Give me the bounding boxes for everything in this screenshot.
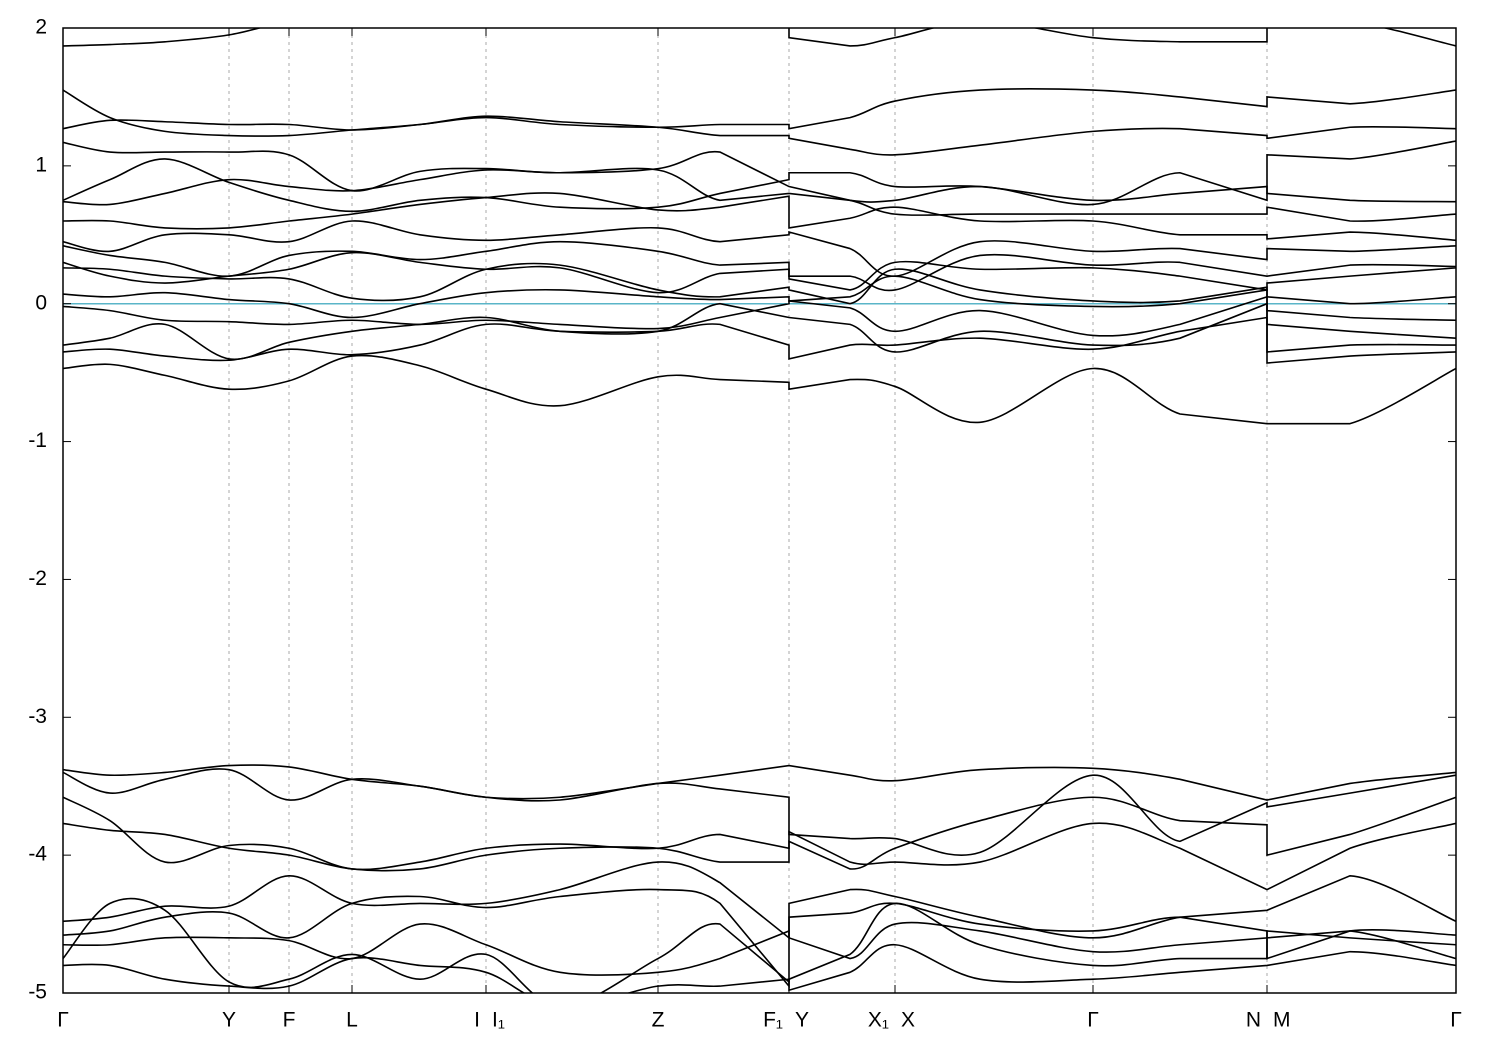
x-tick-label: X₁ bbox=[868, 1009, 889, 1032]
axes: -5 -4 -3 -2 -1 0 1 2 Γ Y F L I I₁ Z F₁ Y X₁ X Γ N M Γ bbox=[28, 16, 1461, 1032]
band-line bbox=[63, 822, 1456, 891]
band-line bbox=[63, 897, 1456, 993]
x-tick-label: N bbox=[1246, 1009, 1261, 1032]
band-line bbox=[63, 262, 1456, 305]
grid bbox=[228, 28, 1268, 993]
plot-frame bbox=[62, 27, 1457, 994]
band-line bbox=[63, 220, 1456, 277]
x-tick-label: F bbox=[283, 1009, 296, 1032]
y-tick-label: -5 bbox=[28, 981, 47, 1004]
band-line bbox=[63, 88, 1456, 137]
band-line bbox=[63, 888, 1456, 989]
y-tick-label: 0 bbox=[35, 291, 47, 314]
band-line bbox=[63, 921, 1456, 976]
band-line bbox=[63, 302, 1456, 361]
band-line bbox=[63, 943, 1456, 993]
x-tick-label: I₁ bbox=[492, 1009, 505, 1032]
band-line bbox=[63, 354, 1456, 425]
band-line bbox=[63, 115, 1456, 156]
x-tick-label: X bbox=[901, 1009, 915, 1032]
x-tick-label: Γ bbox=[1450, 1009, 1462, 1032]
x-tick-label: Γ bbox=[57, 1009, 69, 1032]
y-tick-label: 1 bbox=[35, 153, 47, 176]
x-tick-label: F₁ bbox=[763, 1009, 783, 1032]
x-tick-label: Γ bbox=[1087, 1009, 1099, 1032]
band-line bbox=[63, 140, 1456, 206]
y-tick-label: -4 bbox=[28, 843, 47, 866]
y-tick-label: 2 bbox=[35, 16, 47, 39]
bands bbox=[63, 28, 1456, 993]
x-tick-label: Z bbox=[652, 1009, 665, 1032]
band-line bbox=[63, 28, 1456, 47]
band-line bbox=[63, 796, 1456, 871]
band-line bbox=[63, 275, 1456, 322]
x-tick-label: Y bbox=[222, 1009, 236, 1032]
band-line bbox=[63, 768, 1456, 857]
band-line bbox=[63, 764, 1456, 801]
band-line bbox=[63, 158, 1456, 213]
y-tick-label: -2 bbox=[28, 567, 47, 590]
x-tick-label: M bbox=[1273, 1009, 1291, 1032]
band-line bbox=[63, 861, 1456, 940]
x-tick-label: L bbox=[346, 1009, 358, 1032]
y-tick-label: -3 bbox=[28, 705, 47, 728]
band-line bbox=[63, 192, 1456, 242]
band-line bbox=[63, 240, 1456, 292]
band-line bbox=[63, 295, 1456, 339]
y-tick-label: -1 bbox=[28, 429, 47, 452]
x-tick-label: Y bbox=[795, 1009, 809, 1032]
x-tick-label: I bbox=[474, 1009, 480, 1032]
